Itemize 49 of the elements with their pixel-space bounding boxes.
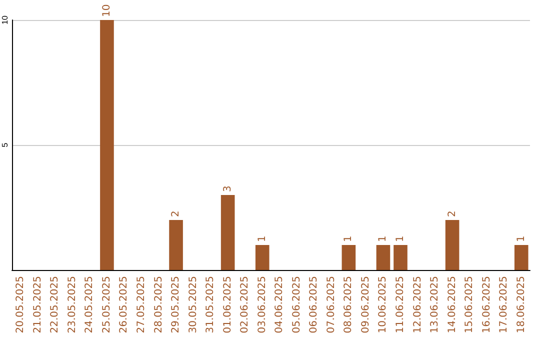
x-tick-label: 04.06.2025	[274, 276, 286, 334]
x-tick-label: 14.06.2025	[446, 276, 458, 334]
x-tick-label: 28.05.2025	[153, 276, 164, 334]
data-label: 1	[343, 236, 354, 242]
data-label: 10	[101, 4, 112, 17]
x-tick-label: 25.05.2025	[101, 276, 112, 334]
bar	[342, 245, 356, 270]
x-tick-label: 15.06.2025	[464, 276, 476, 334]
x-tick-label: 05.06.2025	[291, 276, 302, 334]
x-tick-label: 24.05.2025	[84, 276, 96, 334]
x-tick-label: 27.05.2025	[136, 276, 147, 334]
x-tick-label: 06.06.2025	[308, 276, 320, 334]
data-label: 1	[256, 236, 268, 242]
bar	[169, 220, 183, 270]
x-tick-label: 29.05.2025	[170, 276, 182, 334]
data-label: 2	[170, 210, 182, 217]
x-tick-label: 17.06.2025	[498, 276, 510, 334]
bar	[255, 245, 270, 270]
x-tick-label: 22.05.2025	[50, 276, 61, 334]
x-tick-label: 13.06.2025	[430, 276, 441, 334]
x-tick-label: 12.06.2025	[412, 276, 424, 334]
bar	[100, 20, 114, 270]
x-tick-label: 02.06.2025	[240, 276, 251, 334]
x-tick-label: 16.06.2025	[481, 276, 492, 334]
x-tick-label: 21.05.2025	[32, 276, 44, 334]
x-tick-label: 26.05.2025	[118, 276, 130, 334]
x-tick-label: 10.06.2025	[378, 276, 389, 334]
bar	[376, 245, 390, 270]
data-label: 2	[446, 210, 458, 217]
data-label: 1	[395, 236, 406, 242]
x-tick-label: 23.05.2025	[66, 276, 78, 334]
x-tick-label: 03.06.2025	[256, 276, 268, 334]
x-tick-label: 30.05.2025	[188, 276, 199, 334]
x-tick-label: 11.06.2025	[395, 276, 406, 334]
bar	[445, 220, 460, 270]
bar	[514, 245, 528, 270]
x-tick-label: 20.05.2025	[15, 276, 26, 334]
x-tick-label: 18.06.2025	[516, 276, 527, 334]
x-tick-label: 08.06.2025	[343, 276, 354, 334]
x-tick-label: 09.06.2025	[360, 276, 372, 334]
bar	[394, 245, 408, 270]
x-tick-label: 31.05.2025	[205, 276, 216, 334]
x-tick-label: 01.06.2025	[222, 276, 234, 334]
y-tick-label: 5	[0, 142, 10, 148]
data-label: 1	[516, 236, 527, 242]
x-tick-label: 07.06.2025	[326, 276, 337, 334]
bar	[220, 195, 235, 270]
data-label: 3	[222, 186, 234, 192]
data-label: 1	[378, 236, 389, 242]
